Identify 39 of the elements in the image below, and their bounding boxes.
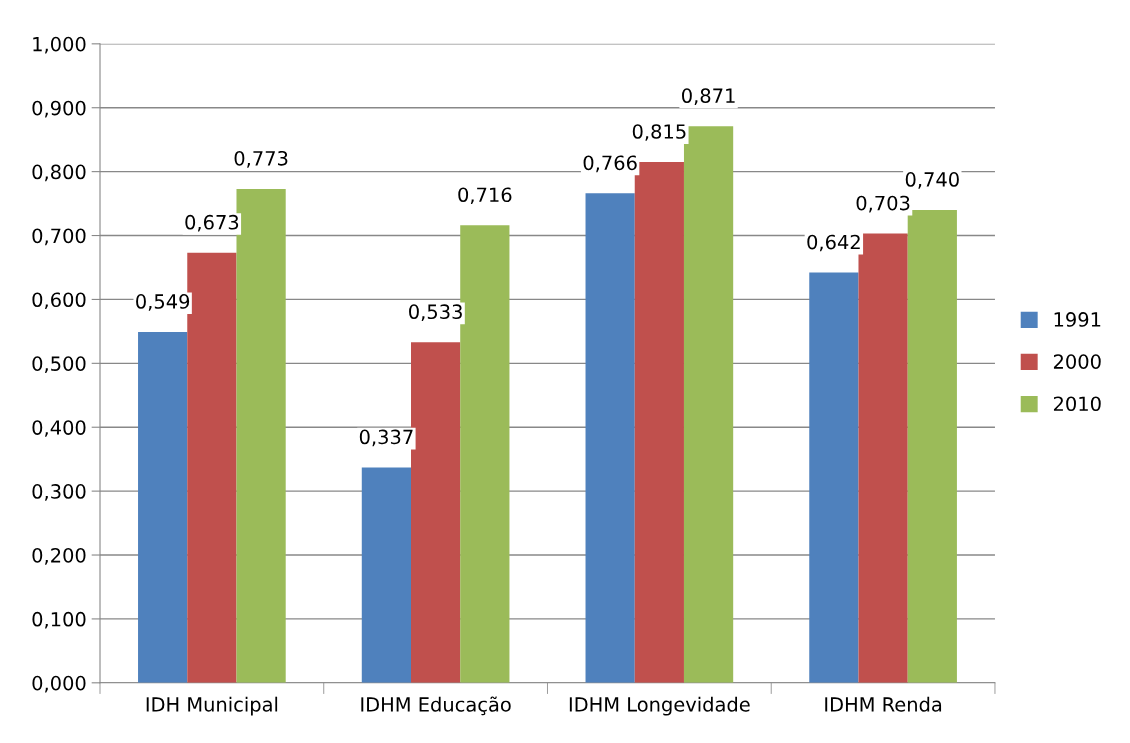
bar: [138, 332, 188, 683]
bar: [858, 233, 908, 683]
data-label: 0,337: [359, 429, 413, 447]
bar: [809, 272, 859, 683]
data-label: 0,703: [856, 195, 910, 213]
data-label: 0,740: [905, 172, 959, 189]
data-label: 0,642: [807, 234, 860, 252]
data-label: 0,871: [682, 88, 735, 106]
legend-label: 2000: [1053, 354, 1101, 369]
x-tick-label: IDHM Renda: [825, 696, 942, 712]
bar: [585, 193, 635, 683]
data-label: 0,773: [234, 150, 288, 168]
y-tick-label: 0,300: [32, 484, 86, 501]
bar: [411, 342, 461, 683]
data-label: 0,533: [409, 304, 462, 322]
y-tick-label: 0,000: [32, 675, 86, 693]
bar: [187, 252, 237, 683]
bar: [236, 188, 286, 683]
data-label: 0,815: [632, 124, 686, 141]
bar: [460, 225, 510, 683]
legend-label: 2010: [1053, 396, 1101, 412]
y-tick-label: 0,100: [32, 611, 86, 629]
y-tick-label: 0,800: [32, 164, 86, 182]
legend-label: 1991: [1054, 312, 1101, 327]
x-tick-label: IDH Municipal: [146, 696, 278, 716]
y-tick-label: 0,500: [32, 356, 86, 373]
y-tick-label: 0,700: [32, 228, 86, 246]
data-label: 0,766: [583, 155, 637, 173]
x-tick-label: IDHM Longevidade: [569, 696, 750, 716]
x-tick-label: IDHM Educação: [361, 696, 511, 716]
data-label: 0,673: [185, 214, 239, 232]
y-tick-label: 0,600: [32, 292, 86, 310]
data-label: 0,549: [136, 294, 190, 311]
data-label: 0,716: [458, 187, 512, 205]
y-tick-label: 0,200: [32, 547, 86, 565]
bar: [361, 467, 411, 683]
y-tick-label: 0,900: [32, 100, 86, 118]
y-tick-label: 1,000: [33, 36, 86, 54]
y-tick-label: 0,400: [32, 420, 86, 437]
